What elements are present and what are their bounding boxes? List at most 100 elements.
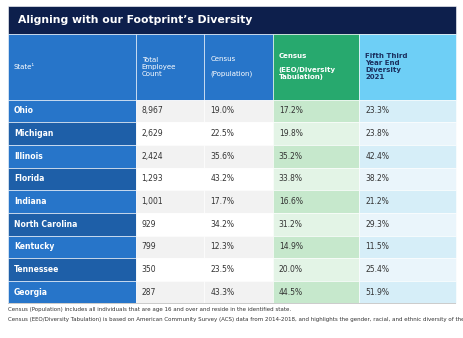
Text: 12.3%: 12.3% — [210, 242, 234, 251]
Bar — [135, 236, 204, 258]
Text: 43.2%: 43.2% — [210, 174, 234, 184]
Text: 799: 799 — [141, 242, 156, 251]
Bar — [272, 190, 358, 213]
Text: Illinois: Illinois — [14, 152, 43, 161]
Bar — [8, 34, 135, 100]
Text: 350: 350 — [141, 265, 156, 274]
Bar — [204, 168, 272, 190]
Bar — [8, 145, 135, 168]
Bar — [272, 236, 358, 258]
Bar — [272, 100, 358, 122]
Text: 23.8%: 23.8% — [364, 129, 388, 138]
Text: Census

(EEO/Diversity
Tabulation): Census (EEO/Diversity Tabulation) — [278, 53, 335, 80]
Text: 11.5%: 11.5% — [364, 242, 388, 251]
Bar — [135, 100, 204, 122]
Bar — [204, 145, 272, 168]
Text: State¹: State¹ — [14, 64, 35, 70]
Text: 38.2%: 38.2% — [364, 174, 388, 184]
Text: 44.5%: 44.5% — [278, 288, 302, 297]
Bar — [272, 281, 358, 304]
Bar — [272, 213, 358, 236]
Bar — [204, 213, 272, 236]
Bar — [358, 258, 455, 281]
Text: Michigan: Michigan — [14, 129, 53, 138]
Bar — [8, 281, 135, 304]
Bar — [272, 34, 358, 100]
Bar — [272, 258, 358, 281]
Text: 929: 929 — [141, 220, 156, 229]
Text: Fifth Third
Year End
Diversity
2021: Fifth Third Year End Diversity 2021 — [364, 53, 407, 80]
Bar — [135, 145, 204, 168]
Text: 23.5%: 23.5% — [210, 265, 234, 274]
Text: 14.9%: 14.9% — [278, 242, 302, 251]
Text: 21.2%: 21.2% — [364, 197, 388, 206]
Bar — [358, 168, 455, 190]
Text: Census (EEO/Diversity Tabulation) is based on American Community Survey (ACS) da: Census (EEO/Diversity Tabulation) is bas… — [8, 317, 463, 322]
Bar — [135, 281, 204, 304]
Text: Georgia: Georgia — [14, 288, 48, 297]
Text: Aligning with our Footprint’s Diversity: Aligning with our Footprint’s Diversity — [18, 15, 252, 25]
Text: Tennessee: Tennessee — [14, 265, 59, 274]
Text: Census (Population) includes all individuals that are age 16 and over and reside: Census (Population) includes all individ… — [8, 308, 290, 312]
Bar — [358, 236, 455, 258]
Text: 35.6%: 35.6% — [210, 152, 234, 161]
Text: 17.2%: 17.2% — [278, 106, 302, 116]
Bar — [204, 190, 272, 213]
Text: Florida: Florida — [14, 174, 44, 184]
Text: 22.5%: 22.5% — [210, 129, 234, 138]
Bar — [272, 145, 358, 168]
Bar — [358, 281, 455, 304]
Bar — [8, 236, 135, 258]
Bar — [8, 213, 135, 236]
Text: 8,967: 8,967 — [141, 106, 163, 116]
Bar — [135, 34, 204, 100]
Text: 20.0%: 20.0% — [278, 265, 302, 274]
Bar — [204, 100, 272, 122]
Text: 29.3%: 29.3% — [364, 220, 388, 229]
Bar — [358, 100, 455, 122]
Text: 19.0%: 19.0% — [210, 106, 234, 116]
Text: Total
Employee
Count: Total Employee Count — [141, 57, 175, 77]
Bar — [204, 122, 272, 145]
Bar — [204, 258, 272, 281]
Bar — [204, 34, 272, 100]
Bar — [8, 100, 135, 122]
Bar — [204, 236, 272, 258]
Text: Kentucky: Kentucky — [14, 242, 54, 251]
Text: 287: 287 — [141, 288, 156, 297]
Text: 31.2%: 31.2% — [278, 220, 302, 229]
Bar — [358, 213, 455, 236]
Text: 16.6%: 16.6% — [278, 197, 302, 206]
Bar — [8, 304, 455, 305]
Text: 51.9%: 51.9% — [364, 288, 388, 297]
Bar — [8, 6, 455, 34]
Text: 2,424: 2,424 — [141, 152, 163, 161]
Bar — [135, 190, 204, 213]
Text: 25.4%: 25.4% — [364, 265, 388, 274]
Text: North Carolina: North Carolina — [14, 220, 77, 229]
Bar — [358, 122, 455, 145]
Bar — [8, 122, 135, 145]
Text: 19.8%: 19.8% — [278, 129, 302, 138]
Bar — [8, 168, 135, 190]
Text: 23.3%: 23.3% — [364, 106, 388, 116]
Bar — [358, 190, 455, 213]
Bar — [8, 258, 135, 281]
Bar — [204, 281, 272, 304]
Text: 42.4%: 42.4% — [364, 152, 388, 161]
Text: 43.3%: 43.3% — [210, 288, 234, 297]
Text: Indiana: Indiana — [14, 197, 46, 206]
Text: 2,629: 2,629 — [141, 129, 163, 138]
Bar — [135, 258, 204, 281]
Bar — [135, 213, 204, 236]
Text: 1,293: 1,293 — [141, 174, 163, 184]
Bar — [135, 168, 204, 190]
Bar — [358, 34, 455, 100]
Text: 17.7%: 17.7% — [210, 197, 234, 206]
Text: Census

(Population): Census (Population) — [210, 56, 252, 77]
Text: 33.8%: 33.8% — [278, 174, 302, 184]
Bar — [358, 145, 455, 168]
Bar — [272, 122, 358, 145]
Bar — [8, 190, 135, 213]
Text: 34.2%: 34.2% — [210, 220, 234, 229]
